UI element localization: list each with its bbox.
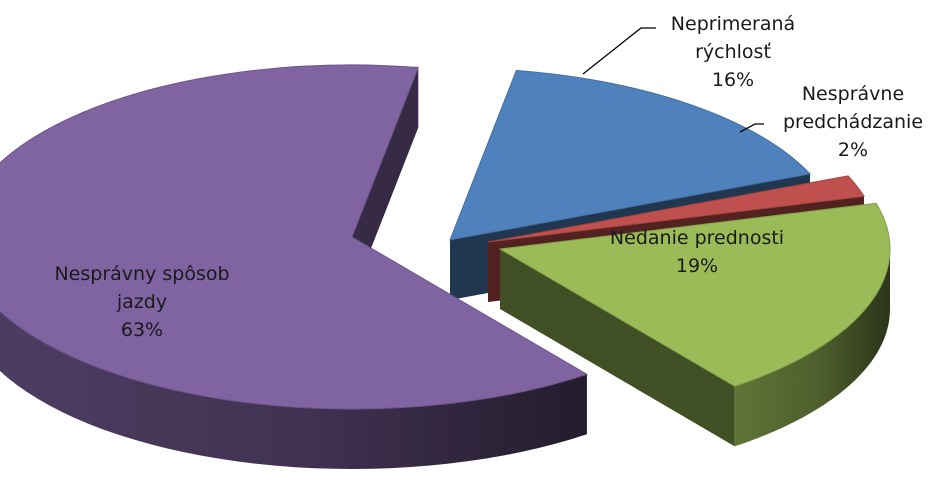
pie-slice-nedanie-prednosti bbox=[498, 202, 891, 387]
pie-slice-cut-face bbox=[500, 249, 735, 447]
pie-slice-nespr-vny-sp-sob-jazdy bbox=[0, 64, 589, 410]
data-label: Neprimeraná rýchlosť 16% bbox=[671, 13, 795, 91]
pie-slice-cut-face bbox=[352, 67, 419, 297]
data-label: Nesprávne predchádzanie 2% bbox=[783, 83, 923, 161]
pie-slice-nespr-vne-predch-dzanie bbox=[487, 175, 865, 243]
data-label: Nesprávny spôsob jazdy 63% bbox=[54, 263, 229, 341]
data-label: Nedanie prednosti 19% bbox=[610, 227, 784, 277]
pie-slice-side bbox=[734, 251, 890, 447]
pie-slice-neprimeran-r-chlos- bbox=[449, 69, 811, 241]
leader-line bbox=[582, 27, 656, 75]
leader-line bbox=[739, 123, 764, 133]
pie-slice-side bbox=[0, 311, 587, 469]
